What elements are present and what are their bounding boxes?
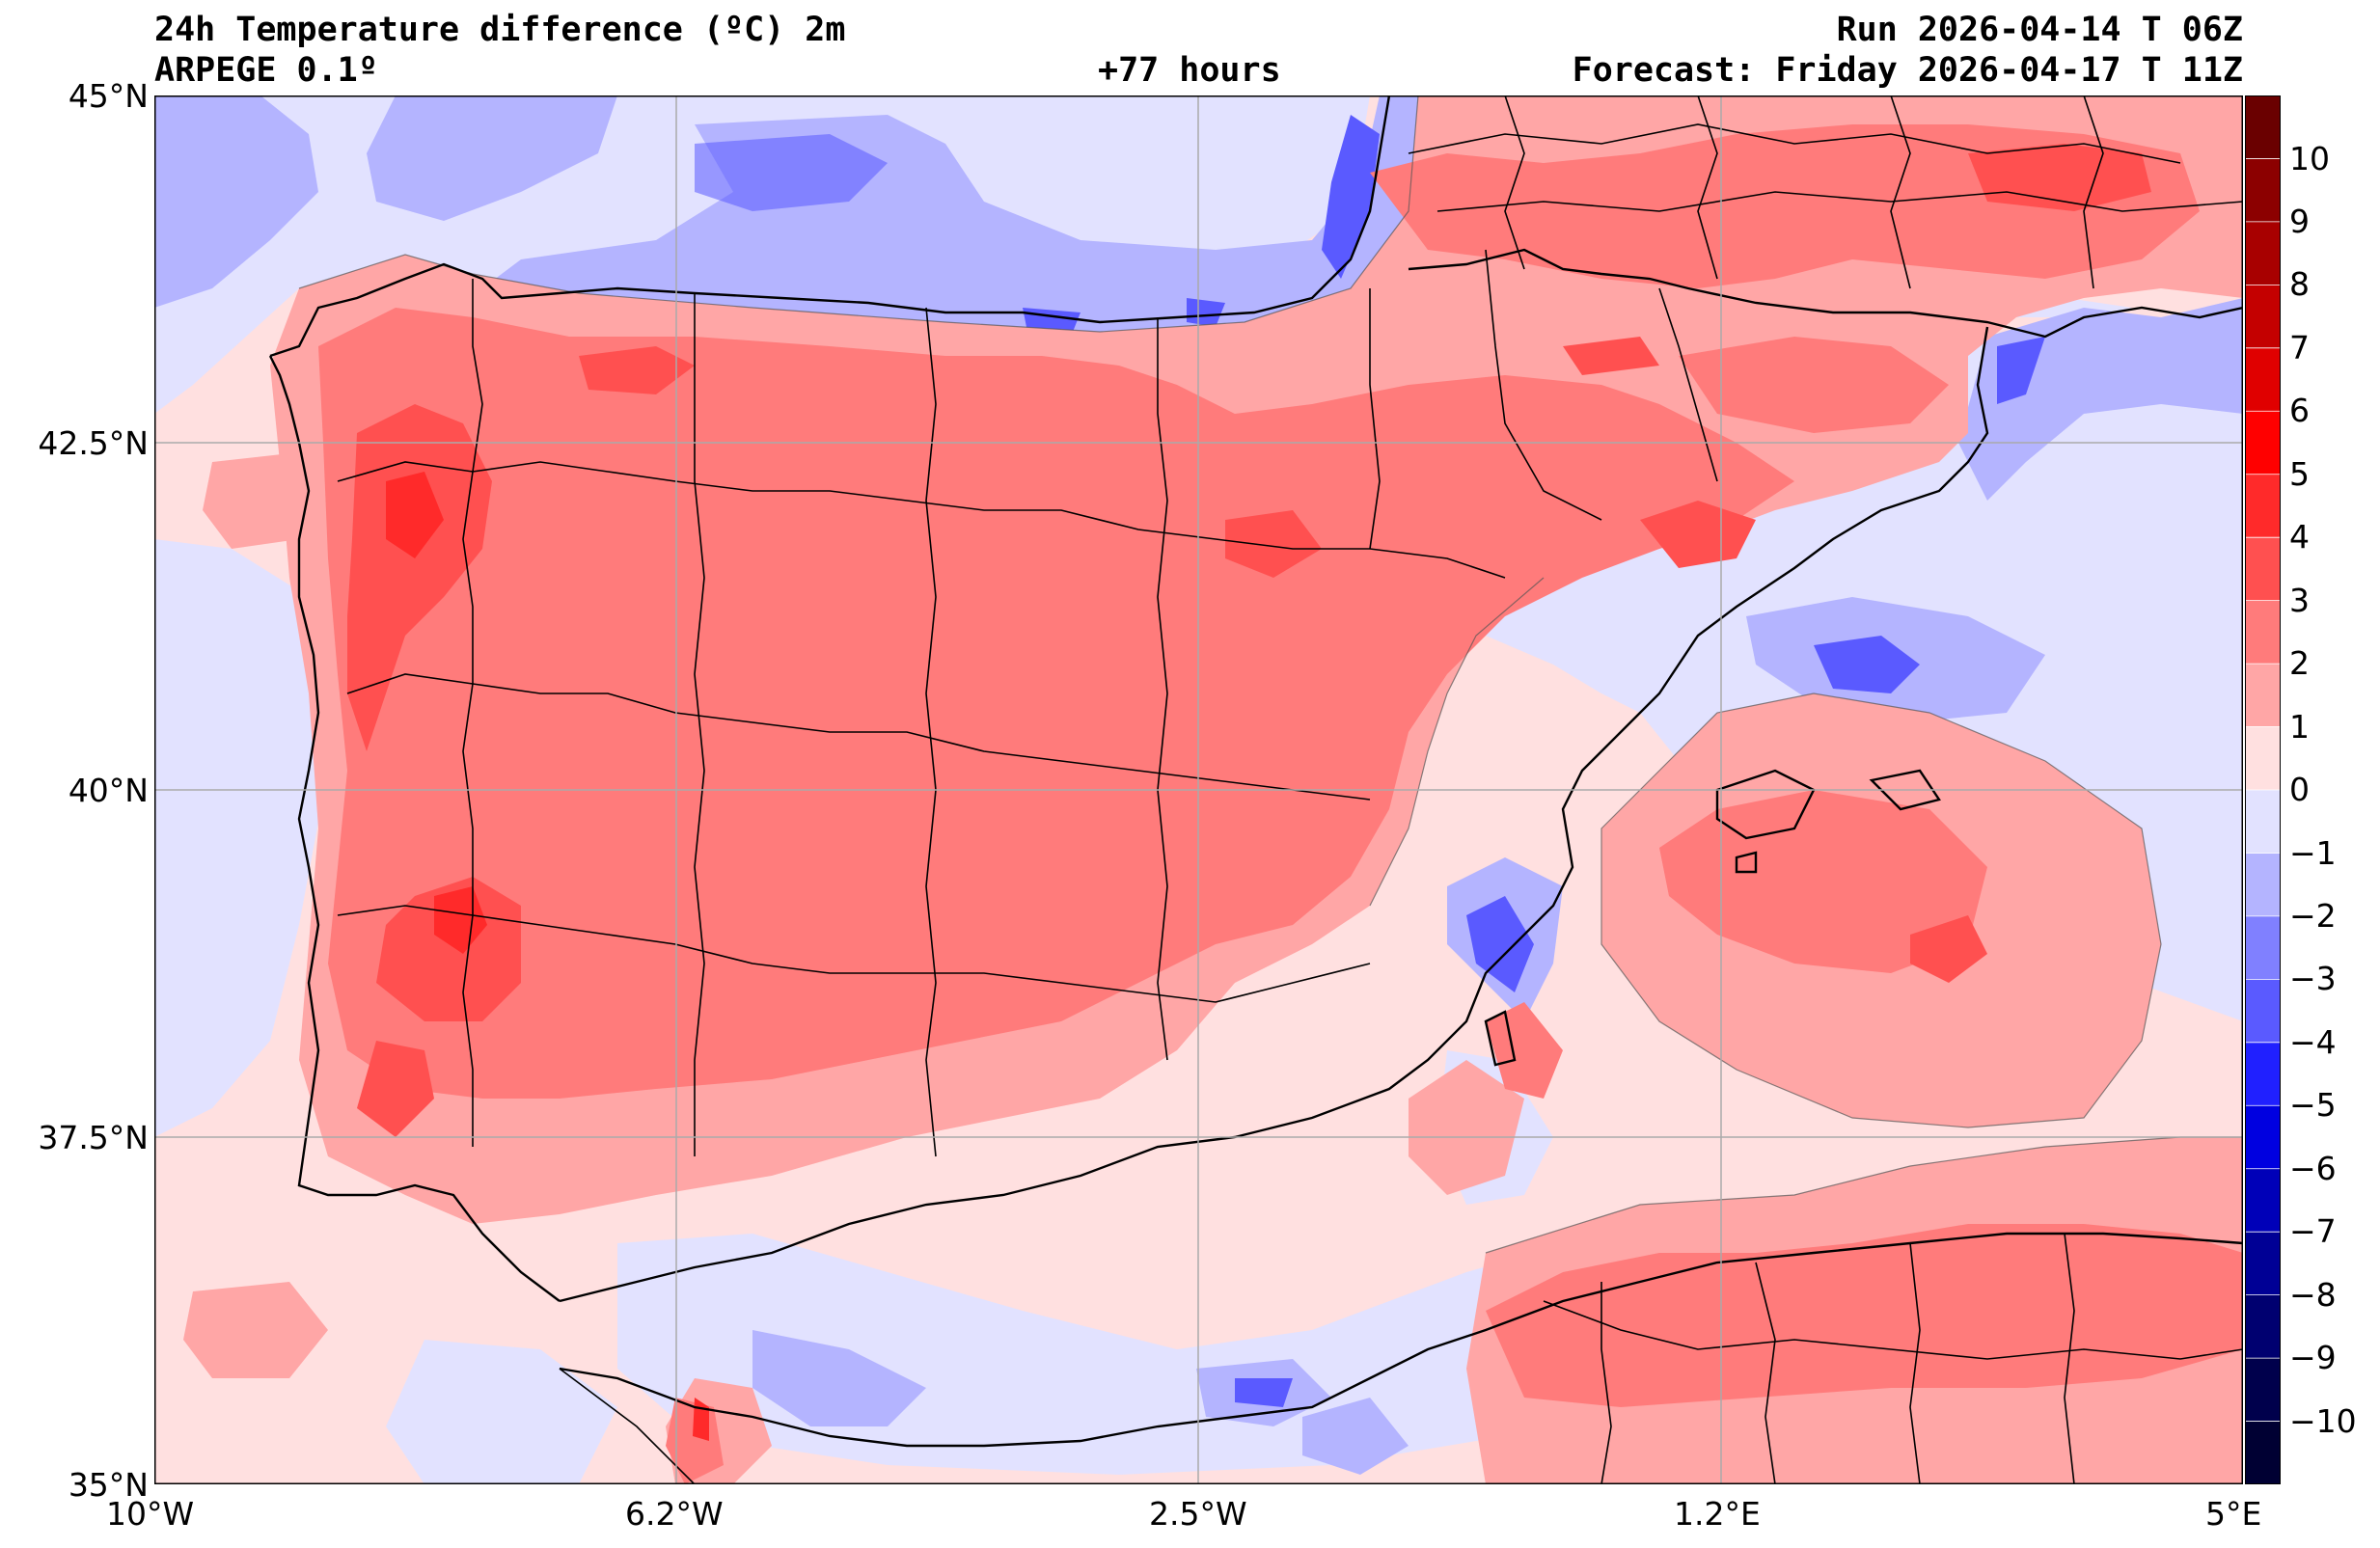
strong-cool-areas — [695, 115, 2045, 1407]
colorbar-tick-label: −5 — [2289, 1086, 2337, 1125]
colorbar-tick-label: 3 — [2289, 581, 2310, 619]
colorbar-tick-label: −3 — [2289, 960, 2337, 998]
colorbar-tick-label: 1 — [2289, 707, 2310, 746]
lat-tick-label: 35°N — [68, 1466, 149, 1504]
colorbar-tick-label: −9 — [2289, 1339, 2337, 1377]
colorbar-segment — [2245, 474, 2281, 538]
model-label: ARPEGE 0.1º — [154, 51, 378, 90]
map-panel — [154, 95, 2243, 1484]
colorbar-segment — [2245, 915, 2281, 980]
map-border — [154, 95, 2243, 1484]
colorbar-segment — [2245, 1105, 2281, 1170]
forecast-label: Forecast: Friday 2026-04-17 T 11Z — [1572, 51, 2243, 90]
lon-tick-label: 2.5°W — [1149, 1495, 1247, 1533]
colorbar-segment — [2245, 221, 2281, 285]
colorbar-tick-label: 8 — [2289, 265, 2310, 304]
colorbar-segment — [2245, 285, 2281, 349]
colorbar-segment — [2245, 600, 2281, 665]
colorbar-tick-label: −8 — [2289, 1275, 2337, 1314]
colorbar — [2245, 95, 2281, 1484]
colorbar-segment — [2245, 158, 2281, 223]
colorbar-segment — [2245, 1042, 2281, 1106]
run-label: Run 2026-04-14 T 06Z — [1836, 11, 2243, 49]
colorbar-tick-label: 4 — [2289, 518, 2310, 557]
colorbar-tick-label: 9 — [2289, 202, 2310, 240]
warm-anomaly-3to4 — [347, 144, 2151, 1137]
lat-tick-label: 45°N — [68, 77, 149, 115]
colorbar-tick-label: 5 — [2289, 454, 2310, 493]
lon-tick-label: 1.2°E — [1674, 1495, 1761, 1533]
colorbar-segment — [2245, 411, 2281, 475]
colorbar-tick-label: −2 — [2289, 896, 2337, 935]
warm-anomaly-4to5 — [386, 472, 709, 1441]
colorbar-segment — [2245, 1358, 2281, 1423]
colorbar-border — [2245, 95, 2281, 1484]
lead-time-label: +77 hours — [1098, 51, 1281, 90]
colorbar-tick-label: −6 — [2289, 1149, 2337, 1187]
colorbar-segment — [2245, 790, 2281, 855]
colorbar-segment — [2245, 726, 2281, 791]
colorbar-segment — [2245, 979, 2281, 1044]
colorbar-segment — [2245, 1168, 2281, 1233]
lat-tick-label: 37.5°N — [38, 1119, 149, 1156]
lon-tick-label: 6.2°W — [625, 1495, 724, 1533]
colorbar-segment — [2245, 95, 2281, 160]
temperature-anomaly-map — [154, 95, 2243, 1484]
colorbar-tick-label: −10 — [2289, 1401, 2357, 1440]
lat-tick-label: 42.5°N — [38, 424, 149, 462]
lat-tick-label: 40°N — [68, 772, 149, 809]
colorbar-tick-label: 2 — [2289, 644, 2310, 683]
colorbar-segment — [2245, 537, 2281, 602]
colorbar-tick-label: −4 — [2289, 1022, 2337, 1061]
colorbar-segment — [2245, 347, 2281, 412]
admin-borders — [337, 95, 2243, 1484]
colorbar-tick-label: 10 — [2289, 139, 2330, 177]
chart-title: 24h Temperature difference (ºC) 2m — [154, 11, 846, 49]
colorbar-segment — [2245, 1421, 2281, 1484]
colorbar-tick-label: −1 — [2289, 833, 2337, 872]
colorbar-segment — [2245, 1294, 2281, 1359]
colorbar-tick-label: 7 — [2289, 328, 2310, 367]
colorbar-tick-label: −7 — [2289, 1212, 2337, 1251]
colorbar-tick-label: 0 — [2289, 771, 2310, 808]
colorbar-segment — [2245, 1232, 2281, 1296]
lon-tick-label: 10°W — [106, 1495, 195, 1533]
coastlines — [268, 95, 2243, 1448]
lon-tick-label: 5°E — [2205, 1495, 2262, 1533]
colorbar-segment — [2245, 853, 2281, 917]
colorbar-tick-label: 6 — [2289, 392, 2310, 430]
colorbar-segment — [2245, 664, 2281, 728]
graticule — [154, 95, 2243, 1484]
